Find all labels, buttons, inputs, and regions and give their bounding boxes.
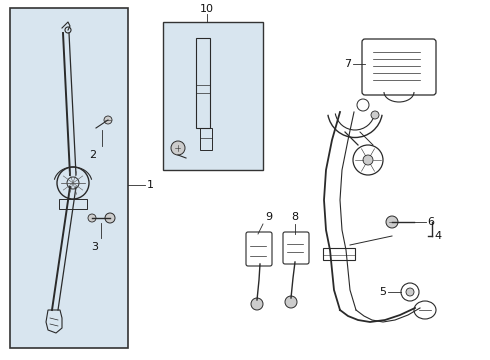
Bar <box>10 8 128 348</box>
Circle shape <box>371 111 379 119</box>
Bar <box>323 248 355 260</box>
Circle shape <box>363 155 373 165</box>
Text: 1: 1 <box>147 180 154 190</box>
Text: 7: 7 <box>344 59 351 69</box>
Circle shape <box>406 288 414 296</box>
Bar <box>200 128 212 150</box>
Circle shape <box>171 141 185 155</box>
Text: 6: 6 <box>427 217 434 227</box>
Text: 4: 4 <box>434 231 441 241</box>
Text: 5: 5 <box>379 287 386 297</box>
Circle shape <box>105 213 115 223</box>
Bar <box>163 22 263 170</box>
Circle shape <box>285 296 297 308</box>
Circle shape <box>104 116 112 124</box>
Text: 2: 2 <box>90 150 97 160</box>
Circle shape <box>251 298 263 310</box>
Circle shape <box>88 214 96 222</box>
Text: 10: 10 <box>200 4 214 14</box>
Bar <box>59 199 87 209</box>
Text: 8: 8 <box>292 212 298 222</box>
Bar <box>196 38 210 128</box>
Circle shape <box>386 216 398 228</box>
Text: 3: 3 <box>92 242 98 252</box>
Text: 9: 9 <box>265 212 272 222</box>
